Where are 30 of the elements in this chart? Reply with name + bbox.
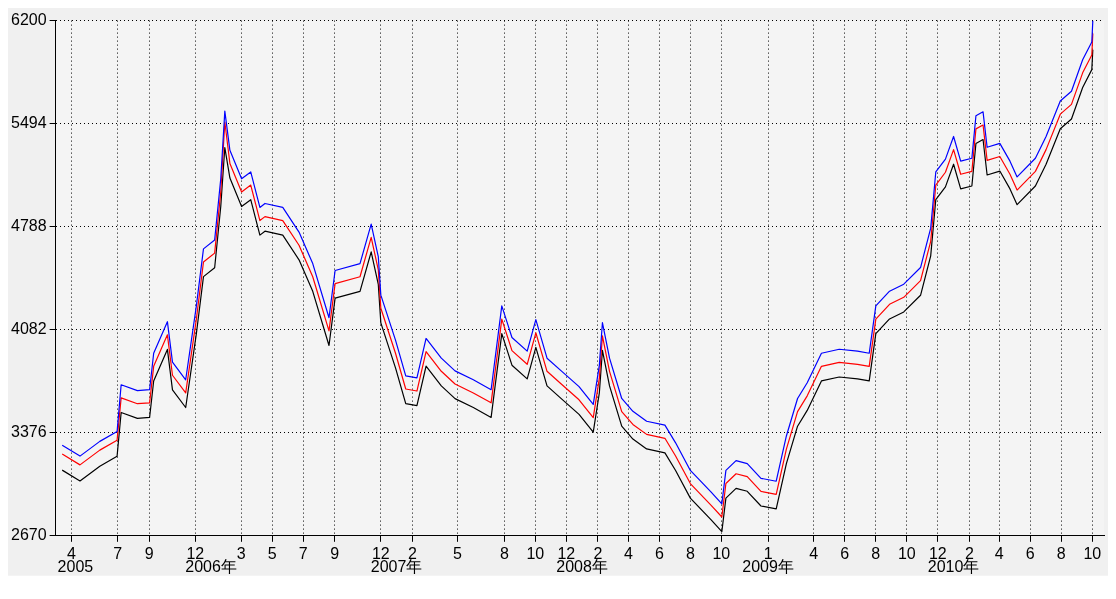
x-tick-label: 8: [499, 544, 509, 562]
x-tick-label: 4: [623, 544, 633, 562]
x-tick-label: 7: [113, 544, 123, 562]
x-tick-label: 3: [236, 544, 246, 562]
y-tick-label: 3376: [11, 423, 47, 441]
x-tick-label: 5: [453, 544, 463, 562]
y-tick-label: 6200: [11, 11, 47, 29]
y-tick-label: 5494: [11, 114, 47, 132]
text: 2006年: [185, 558, 237, 576]
text: 2009年: [742, 558, 794, 576]
x-tick-label: 4: [809, 544, 819, 562]
x-tick-label: 6: [1025, 544, 1035, 562]
x-tick-label: 8: [1056, 544, 1066, 562]
x-tick-label: 8: [685, 544, 695, 562]
x-tick-label: 4: [994, 544, 1004, 562]
x-tick-label: 9: [144, 544, 154, 562]
y-tick-label: 2670: [11, 526, 47, 544]
x-tick-label: 10: [526, 544, 545, 562]
x-tick-label: 8: [871, 544, 881, 562]
text: 2005: [57, 558, 94, 576]
x-tick-label: 10: [712, 544, 731, 562]
y-tick-label: 4788: [11, 217, 47, 235]
y-tick-label: 4082: [11, 320, 47, 338]
x-tick-label: 10: [1083, 544, 1102, 562]
x-tick-label: 10: [897, 544, 916, 562]
x-tick-label: 6: [654, 544, 664, 562]
x-tick-label: 7: [298, 544, 308, 562]
x-tick-label: 5: [267, 544, 277, 562]
x-tick-label: 9: [330, 544, 340, 562]
x-tick-label: 6: [840, 544, 850, 562]
